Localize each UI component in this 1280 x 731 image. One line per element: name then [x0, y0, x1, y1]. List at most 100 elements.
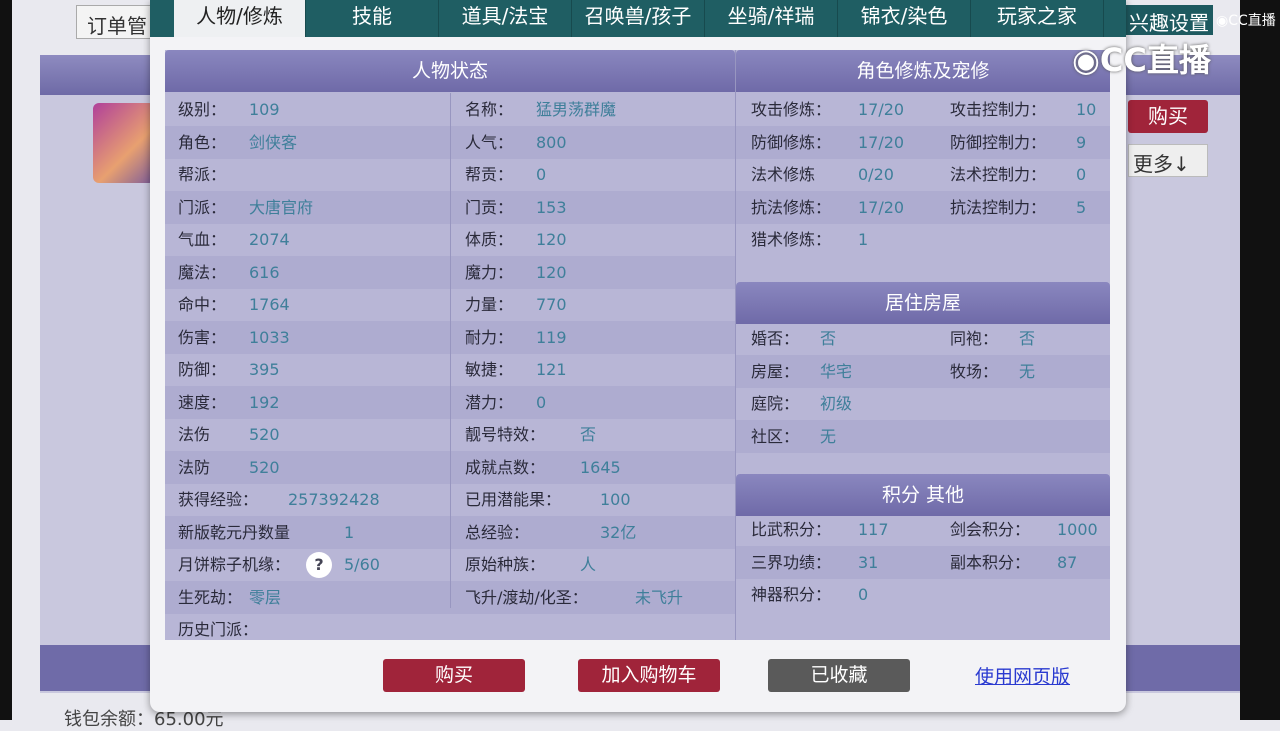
points-value: 1000: [1057, 520, 1098, 539]
status-value: 100: [600, 490, 631, 509]
status-label: 命中：: [178, 295, 227, 314]
status-label: 名称：: [465, 100, 514, 119]
tab-0[interactable]: 人物/修炼: [174, 0, 306, 37]
points-label: 神器积分：: [751, 585, 832, 604]
points-value: 87: [1057, 552, 1078, 572]
status-label: 新版乾元丹数量: [178, 522, 291, 542]
status-value: 520: [249, 425, 280, 444]
status-value: 32亿: [600, 522, 637, 542]
status-value: 未飞升: [635, 587, 684, 607]
cultivation-value: 0/20: [858, 165, 894, 184]
add-to-cart-button[interactable]: 加入购物车: [578, 659, 720, 692]
points-label: 三界功绩：: [751, 552, 832, 572]
status-value: 121: [536, 360, 567, 379]
status-label: 法伤: [178, 425, 211, 444]
cultivation-row: [736, 190, 1110, 224]
status-label: 帮派：: [178, 165, 227, 184]
status-value: 大唐官府: [249, 197, 314, 217]
tab-6[interactable]: 玩家之家: [971, 0, 1104, 37]
status-value: 0: [536, 392, 547, 412]
status-label: 防御：: [178, 360, 227, 379]
cultivation-value: 17/20: [858, 197, 905, 217]
character-avatar: [93, 103, 155, 183]
tab-bar: 人物/修炼 技能 道具/法宝 召唤兽/孩子 坐骑/祥瑞 锦衣/染色 玩家之家: [150, 0, 1126, 37]
status-value: 否: [580, 425, 597, 444]
status-label: 生死劫：: [178, 587, 243, 607]
points-label: 比武积分：: [751, 520, 832, 539]
status-value: 人: [580, 555, 597, 574]
cultivation-label: 抗法控制力：: [950, 197, 1047, 217]
status-value: 5/60: [344, 555, 380, 574]
status-value: 109: [249, 100, 280, 119]
cc-logo-text: CC直播: [1099, 41, 1211, 79]
status-label: 门贡：: [465, 197, 514, 217]
status-label: 魔力：: [465, 262, 514, 282]
house-value: 初级: [820, 394, 853, 413]
tab-5[interactable]: 锦衣/染色: [838, 0, 971, 37]
status-value: 1033: [249, 327, 290, 347]
points-value: 117: [858, 520, 889, 539]
tab-4[interactable]: 坐骑/祥瑞: [705, 0, 838, 37]
cultivation-header: 角色修炼及宠修: [736, 50, 1110, 92]
cc-live-small-watermark: ◉CC直播: [1216, 12, 1276, 30]
status-label: 敏捷：: [465, 360, 514, 379]
status-header: 人物状态: [165, 50, 735, 92]
cultivation-value: 17/20: [858, 100, 905, 119]
status-value: 257392428: [288, 490, 380, 509]
help-icon[interactable]: ?: [306, 552, 332, 578]
status-label: 获得经验：: [178, 490, 259, 509]
cultivation-label: 防御控制力：: [950, 132, 1047, 152]
favorited-button[interactable]: 已收藏: [768, 659, 910, 692]
web-version-link[interactable]: 使用网页版: [975, 666, 1071, 688]
status-value: 119: [536, 327, 567, 347]
cultivation-label: 抗法修炼：: [751, 197, 832, 217]
status-label: 历史门派：: [178, 620, 259, 639]
cultivation-value: 0: [1076, 165, 1087, 184]
house-value: 无: [1019, 361, 1036, 381]
status-value: 剑侠客: [249, 132, 298, 152]
cultivation-value: 17/20: [858, 132, 905, 152]
status-label: 成就点数：: [465, 457, 546, 477]
cultivation-value: 1: [858, 230, 869, 249]
status-value: 1645: [580, 457, 621, 477]
status-label: 门派：: [178, 197, 227, 217]
cultivation-label: 防御修炼：: [751, 132, 832, 152]
status-label: 人气：: [465, 132, 514, 152]
status-label: 潜力：: [465, 392, 514, 412]
cultivation-row: [736, 125, 1110, 159]
status-label: 帮贡：: [465, 165, 514, 184]
status-value: 120: [536, 230, 567, 249]
house-row: [736, 354, 1110, 388]
house-label: 社区：: [751, 426, 800, 446]
column-divider: [450, 93, 451, 608]
cc-small-icon: ◉: [1216, 13, 1229, 29]
cc-live-watermark: ◉CC直播: [1072, 40, 1211, 80]
house-label: 牧场：: [950, 361, 999, 381]
house-value: 否: [1019, 329, 1036, 348]
background-buy-button[interactable]: 购买: [1128, 100, 1208, 133]
points-label: 剑会积分：: [950, 520, 1031, 539]
status-value: 395: [249, 360, 280, 379]
status-label: 气血：: [178, 230, 227, 249]
status-value: 猛男荡群魔: [536, 100, 617, 119]
cultivation-label: 猎术修炼：: [751, 230, 832, 249]
tab-3[interactable]: 召唤兽/孩子: [572, 0, 705, 37]
tab-2[interactable]: 道具/法宝: [439, 0, 572, 37]
house-label: 同袍：: [950, 329, 999, 348]
status-value: 0: [536, 165, 547, 184]
status-label: 速度：: [178, 392, 227, 412]
status-label: 法防: [178, 457, 211, 477]
status-value: 520: [249, 457, 280, 477]
more-button[interactable]: 更多↓: [1128, 144, 1208, 177]
right-edge: [1240, 0, 1280, 720]
buy-button[interactable]: 购买: [383, 659, 525, 692]
left-edge: [0, 0, 12, 720]
interest-settings-button[interactable]: 兴趣设置: [1125, 5, 1213, 35]
points-value: 0: [858, 585, 869, 604]
status-label: 原始种族：: [465, 555, 546, 574]
house-value: 否: [820, 329, 837, 348]
status-label: 飞升/渡劫/化圣：: [465, 587, 588, 607]
status-value: 120: [536, 262, 567, 282]
tab-1[interactable]: 技能: [306, 0, 439, 37]
cultivation-label: 法术控制力：: [950, 165, 1047, 184]
